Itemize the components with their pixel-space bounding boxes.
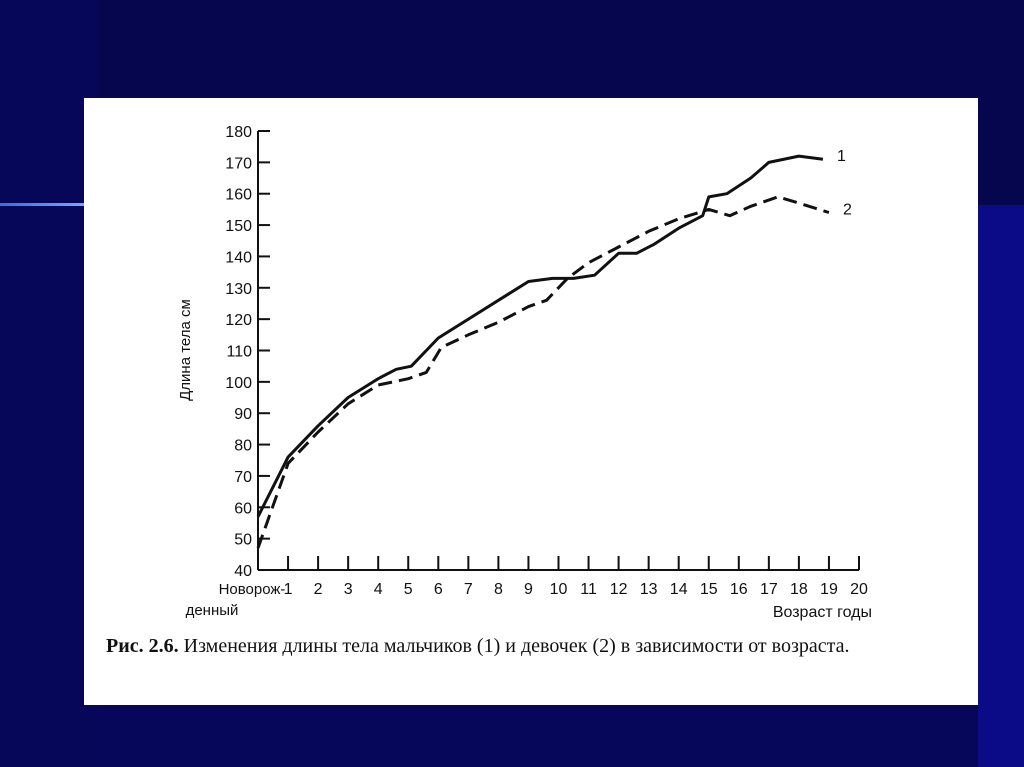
- y-tick-label: 150: [225, 218, 252, 235]
- x-tick-label: 18: [790, 581, 808, 598]
- x-tick-label: 2: [314, 581, 323, 598]
- series-2-line: [256, 195, 830, 549]
- x-tick-label: 4: [374, 581, 383, 598]
- x-tick-label: 8: [494, 581, 503, 598]
- x-tick-label: 11: [580, 581, 597, 598]
- x-tick-label: 1: [284, 581, 293, 598]
- y-tick-label: 100: [225, 375, 252, 392]
- figure-caption: Рис. 2.6. Изменения длины тела мальчиков…: [106, 634, 966, 659]
- x-tick-label: 12: [610, 581, 628, 598]
- figure-panel: [84, 98, 978, 705]
- x-tick-label: 17: [760, 581, 778, 598]
- slide-bottom-band: [98, 705, 978, 767]
- y-tick-label: 50: [234, 532, 252, 549]
- x-tick-label: 5: [404, 581, 413, 598]
- y-tick-label: 180: [225, 124, 252, 141]
- x-tick-label: 16: [730, 581, 748, 598]
- x-tick-label: 10: [550, 581, 568, 598]
- slide-accent-line: [0, 203, 86, 206]
- caption-text: Изменения длины тела мальчиков (1) и дев…: [183, 635, 850, 657]
- series-2-label: 2: [843, 202, 852, 219]
- slide-right-band: [978, 205, 1024, 767]
- x-axis: 1 2 3 4 5 6 7 8 9 10 11 12 13 14 15 16 17 18 19 20: [257, 556, 868, 598]
- y-tick-label: 60: [234, 500, 252, 517]
- y-tick-label: 120: [225, 312, 252, 329]
- y-tick-label: 160: [225, 187, 252, 204]
- x-tick-label: 3: [344, 581, 353, 598]
- caption-prefix: Рис. 2.6.: [106, 635, 179, 657]
- y-tick-label: 40: [234, 563, 252, 580]
- slide-left-band: [0, 0, 98, 767]
- x-tick-label: 13: [640, 581, 658, 598]
- x-axis-label: Возраст годы: [773, 604, 872, 621]
- x-tick-label: 7: [464, 581, 473, 598]
- x-tick-label: 9: [524, 581, 533, 598]
- series-1-line: [256, 154, 824, 518]
- series-lines: 12: [256, 148, 852, 549]
- x-tick-label-newborn-line1: Новорож-: [219, 581, 286, 598]
- x-tick-label: 6: [434, 581, 443, 598]
- y-axis-label: Длина тела см: [177, 299, 194, 401]
- y-tick-label: 110: [226, 344, 252, 361]
- x-tick-label: 15: [700, 581, 718, 598]
- y-tick-label: 170: [225, 155, 252, 172]
- y-tick-label: 140: [225, 249, 252, 266]
- y-tick-label: 90: [234, 406, 252, 423]
- y-tick-label: 130: [225, 281, 252, 298]
- x-tick-label-newborn-line2: денный: [186, 602, 239, 619]
- series-1-label: 1: [837, 148, 846, 165]
- x-tick-label: 19: [820, 581, 838, 598]
- y-tick-label: 70: [234, 469, 252, 486]
- y-tick-label: 80: [234, 438, 252, 455]
- x-tick-label: 14: [670, 581, 688, 598]
- y-axis: 40 50 60 70 80 90 100 110 120 130 140 150 160 170 180: [225, 124, 270, 580]
- x-tick-label: 20: [850, 581, 868, 598]
